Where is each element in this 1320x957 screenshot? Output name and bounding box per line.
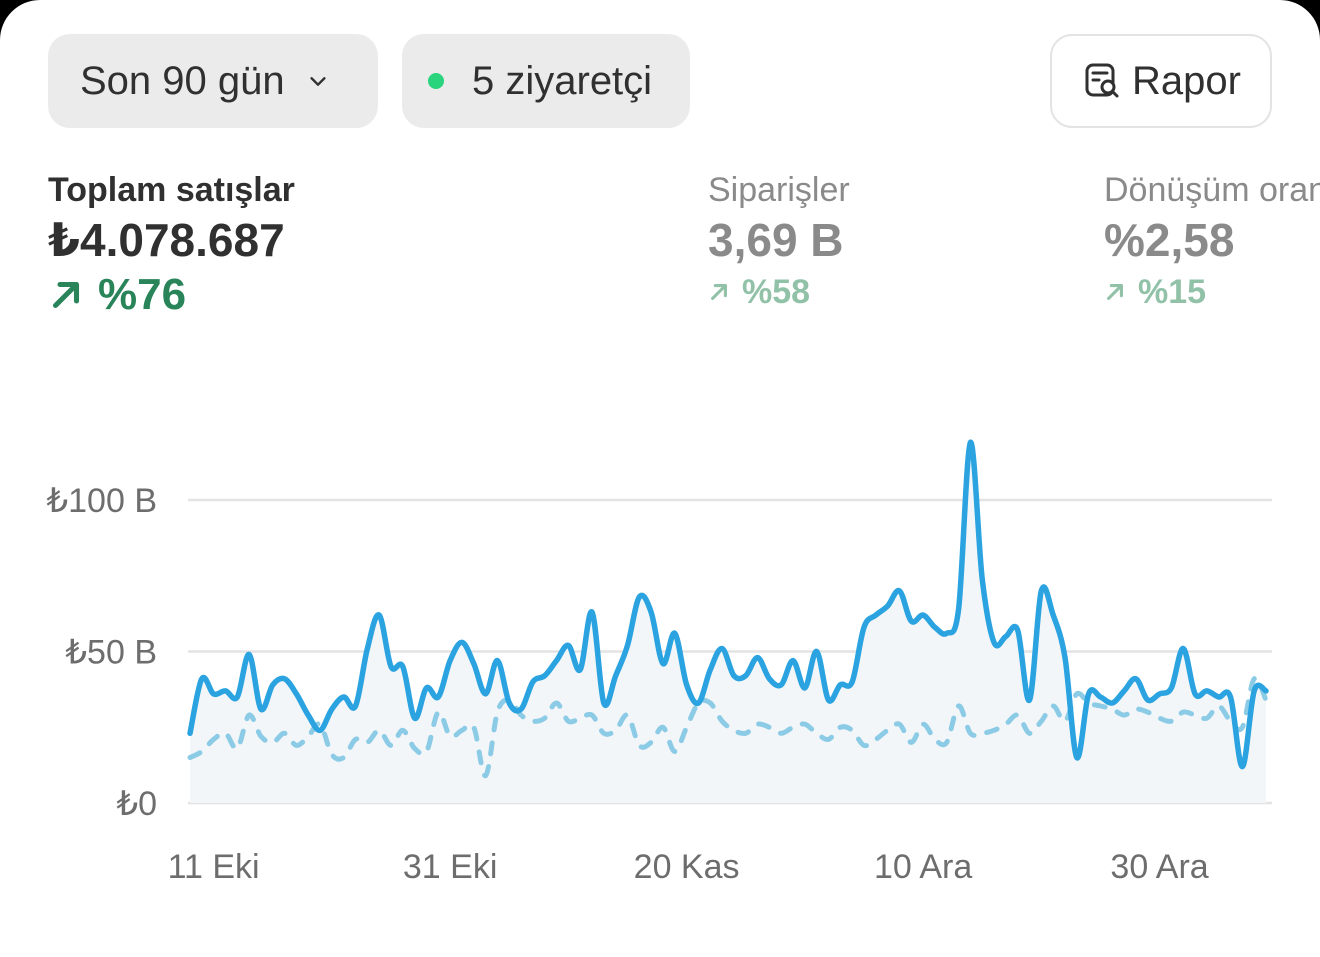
report-label: Rapor (1132, 58, 1241, 103)
x-tick-label: 10 Ara (874, 848, 972, 886)
metric-label: Dönüşüm oranı (1104, 171, 1320, 209)
x-tick-label: 11 Eki (168, 848, 260, 886)
report-search-icon (1085, 63, 1119, 98)
series-line-previous (187, 675, 1269, 779)
metric-orders[interactable]: Siparişler 3,69 B %58 (708, 170, 850, 314)
y-tick-label: ₺50 B (65, 634, 157, 672)
live-visitors-button[interactable]: 5 ziyaretçi (402, 34, 690, 128)
series-line-current (187, 439, 1269, 770)
metric-value: 3,69 B (708, 214, 844, 266)
metric-conversion-rate[interactable]: Dönüşüm oranı %2,58 %15 (1104, 170, 1320, 314)
x-tick-label: 30 Ara (1110, 848, 1208, 886)
live-visitors-label: 5 ziyaretçi (472, 58, 653, 103)
date-range-button[interactable]: Son 90 gün (48, 34, 378, 128)
metric-value: %2,58 (1104, 214, 1235, 266)
metric-change: %76 (48, 270, 295, 320)
y-tick-label: ₺100 B (47, 482, 157, 520)
y-tick-label: ₺0 (116, 785, 157, 823)
chevron-down-icon (310, 77, 326, 86)
metric-value: ₺4.078.687 (48, 214, 285, 266)
metric-change: %58 (708, 270, 850, 314)
arrow-up-right-icon (711, 284, 727, 300)
x-tick-label: 31 Eki (403, 848, 498, 886)
metric-label: Siparişler (708, 171, 850, 209)
metric-change-value: %15 (1138, 272, 1207, 311)
arrow-up-right-icon (1107, 284, 1123, 300)
metric-change-value: %58 (742, 272, 811, 311)
live-dot-icon (428, 73, 444, 89)
report-button[interactable]: Rapor (1050, 34, 1272, 128)
date-range-label: Son 90 gün (80, 58, 285, 103)
series-area-fill (190, 442, 1266, 803)
metric-total-sales[interactable]: Toplam satışlar ₺4.078.687 %76 (48, 170, 295, 320)
metric-label: Toplam satışlar (48, 171, 295, 209)
x-tick-label: 20 Kas (634, 848, 740, 886)
arrow-up-right-icon (52, 281, 80, 309)
metric-change-value: %76 (98, 270, 187, 319)
metric-change: %15 (1104, 270, 1320, 314)
